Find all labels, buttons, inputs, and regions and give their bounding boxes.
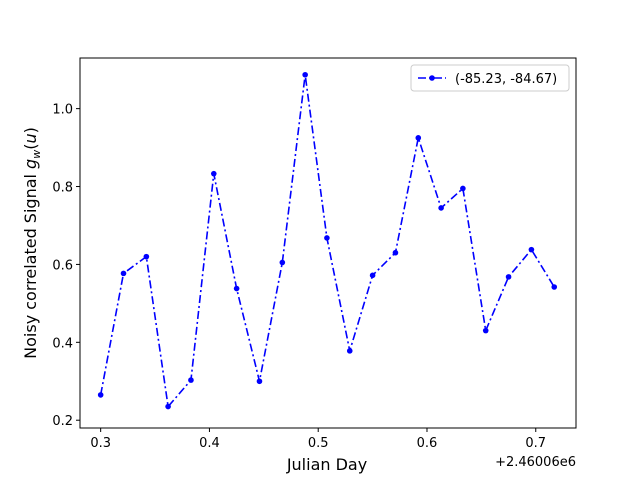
y-tick-label: 0.2 bbox=[52, 414, 73, 429]
x-axis-title: Julian Day bbox=[286, 455, 367, 474]
x-tick-label: 0.3 bbox=[90, 436, 111, 451]
data-point bbox=[143, 253, 150, 260]
legend: (-85.23, -84.67) bbox=[410, 64, 570, 92]
y-axis-title: Noisy correlated Signal gw(u) bbox=[21, 127, 43, 359]
x-tick-label: 0.7 bbox=[525, 436, 546, 451]
data-point bbox=[505, 274, 512, 280]
data-point bbox=[256, 378, 263, 385]
x-tick-label: 0.4 bbox=[199, 436, 220, 451]
data-point bbox=[324, 235, 330, 241]
data-point bbox=[279, 259, 286, 266]
series-layer bbox=[97, 71, 558, 410]
x-tick-label: 0.5 bbox=[308, 436, 329, 451]
data-point bbox=[346, 348, 353, 354]
y-tick-label: 1.0 bbox=[52, 103, 73, 118]
data-point bbox=[369, 272, 376, 279]
data-point bbox=[460, 185, 466, 192]
data-point bbox=[551, 284, 558, 290]
y-tick-label: 0.6 bbox=[52, 258, 73, 273]
data-point bbox=[438, 205, 444, 211]
data-point bbox=[233, 285, 240, 292]
data-point bbox=[482, 327, 489, 334]
data-point bbox=[210, 170, 217, 177]
data-point bbox=[302, 71, 308, 78]
plot-frame bbox=[79, 57, 577, 429]
data-point bbox=[120, 270, 127, 277]
data-point bbox=[188, 377, 194, 383]
data-point bbox=[165, 403, 171, 410]
x-tick-label: 0.6 bbox=[417, 436, 438, 451]
data-point bbox=[415, 135, 422, 141]
legend-box bbox=[410, 64, 570, 92]
x-offset-label: +2.46006e6 bbox=[495, 455, 576, 470]
data-point bbox=[392, 249, 399, 256]
legend-marker-sample bbox=[429, 75, 435, 81]
y-axis: 0.2 0.4 0.6 0.8 1.0 bbox=[52, 103, 80, 429]
data-point bbox=[528, 246, 535, 253]
y-tick-label: 0.8 bbox=[52, 181, 73, 196]
y-tick-label: 0.4 bbox=[52, 336, 73, 351]
x-axis: 0.3 0.4 0.5 0.6 0.7 bbox=[90, 428, 546, 451]
legend-label: (-85.23, -84.67) bbox=[455, 72, 557, 87]
data-point bbox=[97, 392, 104, 398]
